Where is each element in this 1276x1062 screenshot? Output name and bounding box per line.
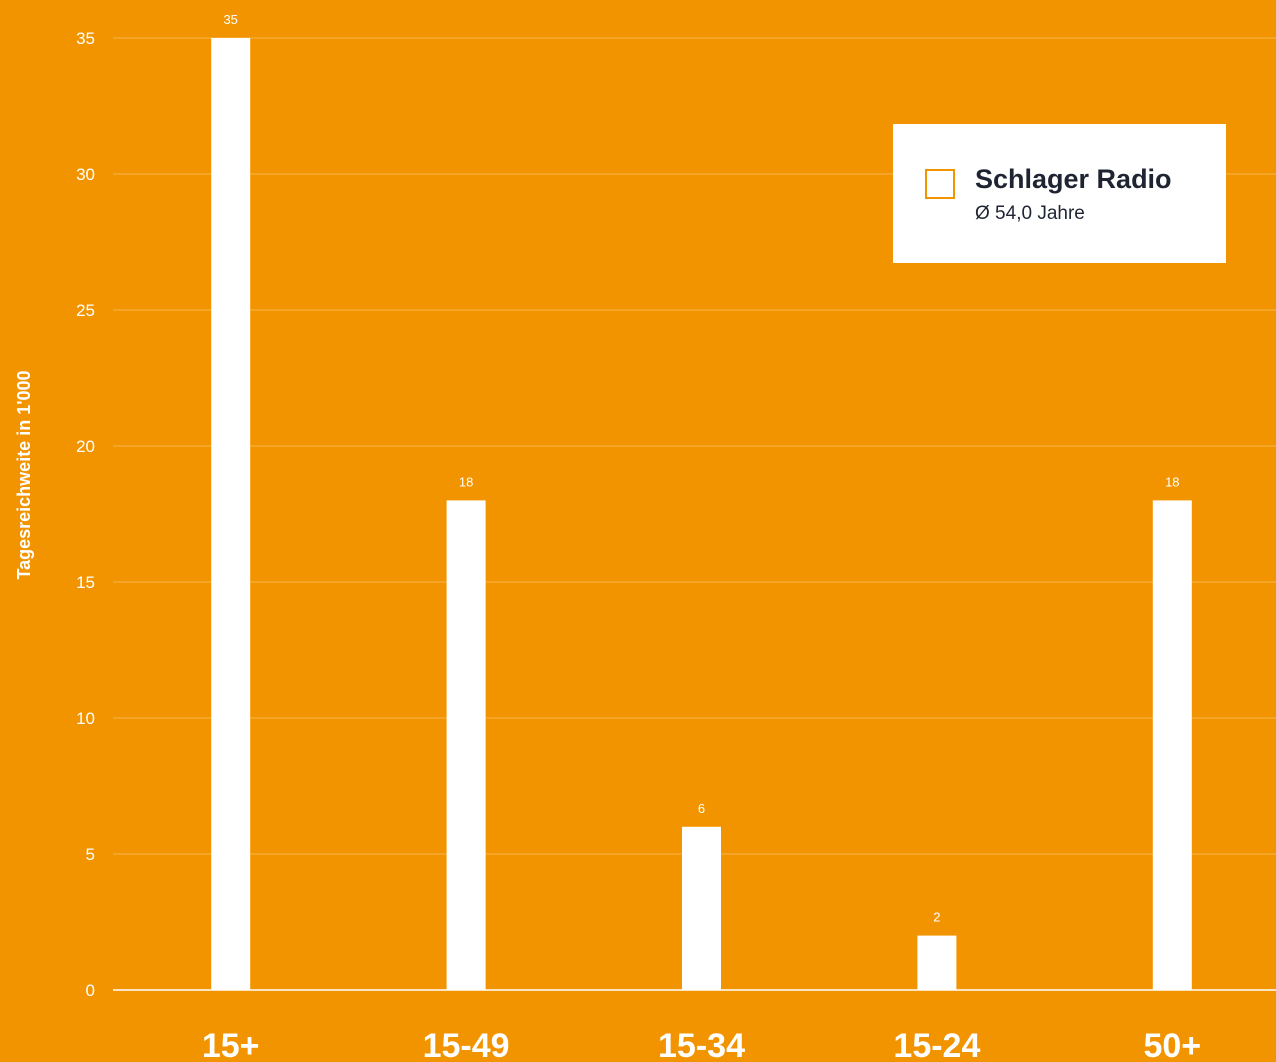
y-axis-ticks: 0 5 10 15 20 25 30 35 [76, 29, 95, 1000]
gridlines [113, 37, 1276, 991]
y-tick-label: 20 [76, 437, 95, 456]
x-category-label: 15-34 [658, 1027, 745, 1062]
bar-15-34 [682, 826, 721, 990]
bars [211, 38, 1192, 990]
bar-15-49 [446, 500, 486, 990]
x-category-label: 15-49 [423, 1027, 510, 1062]
legend-swatch [925, 169, 955, 199]
x-category-label: 15-24 [893, 1027, 980, 1062]
y-tick-label: 0 [86, 981, 95, 1000]
data-label: 35 [223, 12, 237, 27]
bar-15-24 [917, 935, 957, 990]
y-tick-label: 5 [86, 845, 95, 864]
legend: Schlager Radio Ø 54,0 Jahre [893, 124, 1226, 263]
y-tick-label: 30 [76, 165, 95, 184]
data-labels: 35 18 6 2 18 [223, 12, 1179, 925]
data-label: 18 [459, 474, 473, 489]
y-tick-label: 10 [76, 709, 95, 728]
y-tick-label: 25 [76, 301, 95, 320]
x-category-label: 15+ [202, 1027, 260, 1062]
legend-subtitle: Ø 54,0 Jahre [975, 203, 1085, 224]
bar-15+ [211, 38, 251, 990]
y-tick-label: 35 [76, 29, 95, 48]
data-label: 6 [698, 801, 705, 816]
x-category-label: 50+ [1143, 1027, 1201, 1062]
bar-50+ [1152, 500, 1192, 990]
x-axis-categories: 15+ 15-49 15-34 15-24 50+ [202, 1027, 1201, 1062]
legend-series-name: Schlager Radio [975, 164, 1172, 194]
data-label: 18 [1165, 474, 1179, 489]
data-label: 2 [933, 910, 940, 925]
y-axis-title: Tagesreichweite in 1'000 [14, 370, 34, 579]
y-tick-label: 15 [76, 573, 95, 592]
